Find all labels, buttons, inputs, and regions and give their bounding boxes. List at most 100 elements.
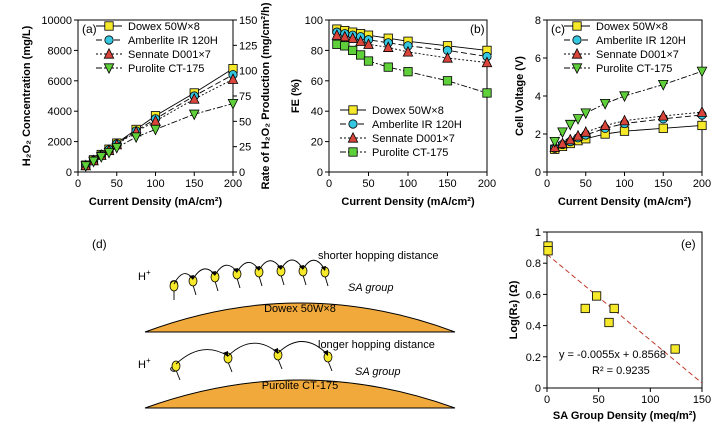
y-axis-title: Log(Rₛ) (Ω) [508,280,520,339]
legend-label: Dowex 50W×8 [596,21,668,33]
x-tick-label: 150 [438,178,456,190]
legend-label: Purolite CT-175 [128,63,204,75]
y-tick-label: 6 [535,53,541,65]
hop-arrow-head [223,351,228,357]
sa-group-bond [258,275,263,287]
legend-marker [348,105,358,115]
data-point [658,123,668,133]
legend-label: Sennate D001×7 [372,133,455,145]
data-point [657,80,669,91]
hopping-note-bottom: longer hopping distance [318,339,435,351]
data-point [580,126,592,137]
data-point [348,45,358,56]
data-point [604,317,614,328]
x-tick-label: 100 [641,394,659,406]
y-tick-label: 10000 [41,15,72,27]
x-tick-label: 100 [146,178,164,190]
x-axis-title: Current Density (mA/cm²) [89,196,223,208]
data-point [609,303,619,314]
data-point [382,41,394,52]
y-right-tick-label: 125 [239,40,257,52]
data-point [442,76,453,86]
resin-particle-top [144,302,456,333]
data-point [696,66,708,78]
data-point [347,32,359,43]
legend-label: Dowex 50W×8 [128,21,200,33]
x-axis-title: SA Group Density (meq/m²) [553,410,697,422]
panel-letter: (b) [470,22,485,36]
x-tick-label: 200 [693,178,711,190]
data-point [564,133,576,145]
y-tick-label: 80 [311,45,323,57]
data-point [355,50,366,60]
x-tick-label: 0 [75,178,81,190]
y-tick-label: 8 [535,15,541,27]
data-point [227,73,239,84]
legend-marker [348,147,358,157]
sa-group-bond [327,360,333,372]
data-point [331,29,343,40]
data-point [130,132,142,144]
x-axis-title: Current Density (mA/cm²) [558,196,692,208]
y-tick-label: 0.4 [526,321,541,333]
x-tick-label: 50 [580,178,592,190]
plot-frame [546,231,703,389]
data-point [599,119,611,131]
y-tick-label: 6000 [48,76,72,88]
data-point [564,119,576,131]
sa-group-bond [277,358,283,370]
hop-arrow [175,349,229,365]
data-point [403,67,413,77]
sa-group-bond [280,274,285,286]
x-tick-label: 50 [362,178,374,190]
x-tick-label: 0 [544,178,550,190]
legend-marker [572,21,582,31]
legend-marker [348,119,358,129]
y-tick-label: 2000 [48,137,72,149]
legend-label: Sennate D001×7 [128,49,211,61]
data-point [88,156,99,168]
y-axis-title-right: Rate of H₂O₂ Production (mg/cm²/h) [260,2,272,189]
y-tick-label: 0 [535,167,541,179]
data-point [150,124,161,136]
data-point [557,137,568,149]
hop-arrow-head [323,350,328,356]
legend-label: Purolite CT-175 [372,147,448,159]
y-tick-label: 0.2 [526,352,541,364]
y-right-tick-label: 25 [239,142,251,154]
legend-marker [103,47,115,59]
legend-marker [103,63,115,75]
hop-arrow-head [273,348,278,354]
sa-group-bond [302,274,307,286]
proton-label: H+ [138,356,151,371]
proton-label: H+ [138,268,151,283]
sa-group-bond [324,275,329,287]
data-point [402,45,414,57]
y-right-tick-label: 100 [239,66,257,78]
trendline [546,253,703,384]
legend-label: Dowex 50W×8 [372,105,444,117]
y-tick-label: 4000 [48,106,72,118]
y-axis-title: FE (%) [290,79,302,114]
panel-e: 0 50 100 150 0 0.2 0.4 0.6 0.8 1 SA Group Density … [508,227,711,422]
sa-group-bond [236,277,241,289]
data-point [592,291,602,301]
y-tick-label: 100 [305,15,323,27]
legend-label: Sennate D001×7 [596,49,679,61]
hop-arrow-head [321,266,326,271]
x-tick-label: 150 [185,178,203,190]
sa-group-label-top: SA group [348,282,393,294]
y-axis-title: H₂O₂ Concentration (mg/L) [21,25,33,166]
x-tick-label: 50 [593,394,605,406]
y-tick-label: 0.6 [526,289,541,301]
y-tick-label: 20 [311,137,323,149]
data-point [80,161,92,173]
panel-letter: (e) [681,237,696,251]
hop-arrow [227,342,279,357]
x-tick-label: 150 [693,394,711,406]
data-point [363,56,374,66]
x-tick-label: 50 [111,178,123,190]
sa-group-bond [227,361,233,373]
data-point [697,120,707,131]
y-right-tick-label: 150 [239,15,257,27]
